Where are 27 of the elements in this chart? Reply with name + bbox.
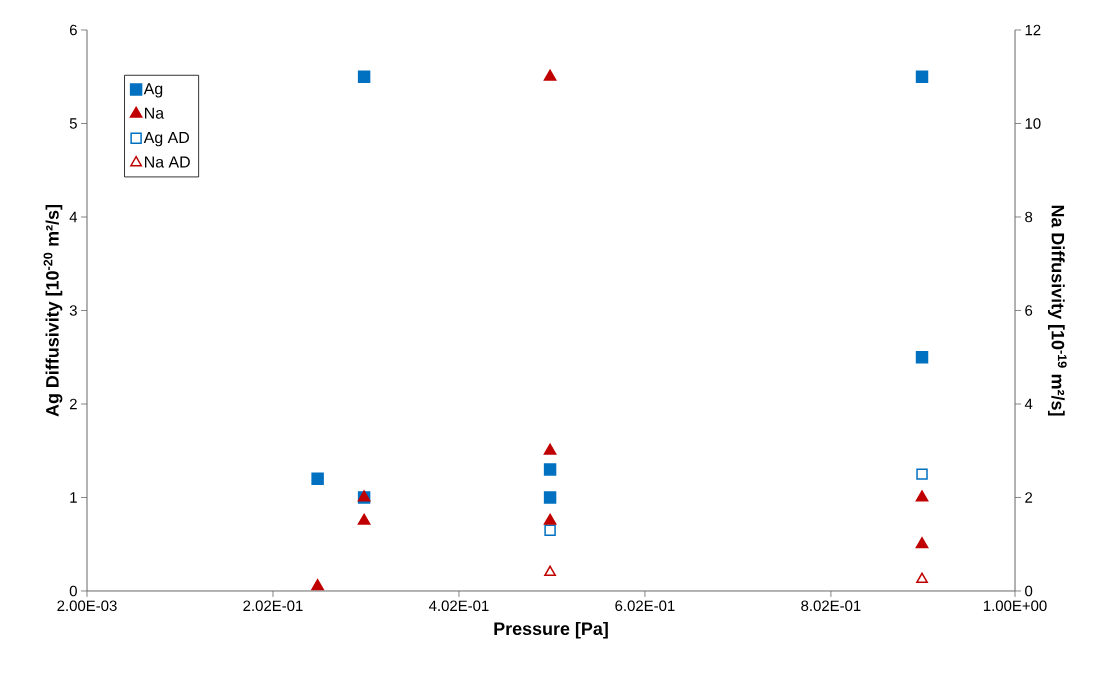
y2-tick-label: 2 (1025, 492, 1033, 503)
legend-label: Ag (143, 83, 163, 98)
legend-label: Na AD (145, 156, 190, 168)
y2-tick-label: 6 (1025, 305, 1033, 316)
x-tick-label: 8.02E-01 (801, 600, 861, 612)
x-tick-label: 6.02E-01 (615, 600, 675, 612)
legend-label: Na (145, 107, 165, 119)
y2-tick-label: 12 (1025, 24, 1041, 36)
x-tick-label: 2.00E-03 (57, 600, 117, 612)
y-tick-label: 2 (69, 398, 77, 410)
y-tick-label: 6 (69, 24, 77, 36)
x-axis-title: Pressure [Pa] (494, 621, 608, 639)
x-tick-label: 1.00E+00 (983, 600, 1047, 612)
y-axis-title: Ag Diffusivity [10$^{-20}$ m²/s] (43, 205, 63, 417)
y-tick-label: 1 (70, 492, 77, 503)
y2-tick-label: 10 (1025, 118, 1041, 129)
y2-tick-label: 8 (1025, 211, 1033, 223)
y-tick-label: 5 (69, 118, 77, 129)
y-tick-label: 0 (69, 585, 77, 597)
x-tick-label: 2.02E-01 (243, 600, 303, 612)
legend-label: Ag AD (143, 132, 189, 147)
y2-tick-label: 0 (1025, 585, 1033, 597)
x-tick-label: 4.02E-01 (428, 600, 489, 612)
y-tick-label: 3 (69, 305, 77, 316)
y-tick-label: 4 (69, 211, 78, 223)
y2-tick-label: 4 (1024, 398, 1033, 410)
y2-axis-title: Na Diffusivity [10$^{-19}$ m²/s] (1047, 205, 1067, 416)
